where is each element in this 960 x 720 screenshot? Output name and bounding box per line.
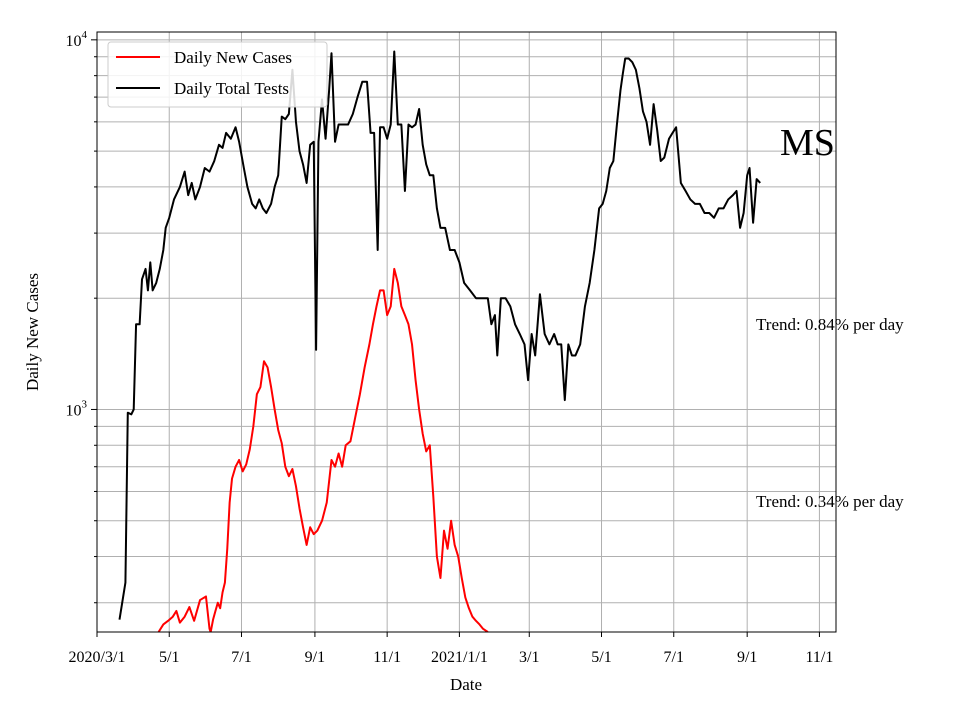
y-tick-label-0: 103 [66,398,88,419]
x-tick-label-10: 11/1 [805,649,833,666]
x-tick-label-6: 3/1 [519,649,539,666]
x-tick-label-1: 5/1 [159,649,179,666]
x-tick-label-8: 7/1 [664,649,684,666]
grid-lines [96,32,836,632]
y-axis: 103 104 [66,29,97,604]
x-tick-label-7: 5/1 [591,649,611,666]
x-tick-label-0: 2020/3/1 [69,649,126,666]
plot-area [118,50,761,632]
y-axis-title: Daily New Cases [23,273,42,391]
state-label: MS [780,122,835,164]
legend-box [107,41,328,108]
x-axis-title: Date [450,675,482,694]
legend-label-cases: Daily New Cases [174,48,292,67]
x-tick-label-5: 2021/1/1 [431,649,488,666]
x-tick-label-3: 9/1 [305,649,325,666]
x-tick-label-9: 9/1 [737,649,757,666]
trend-cases-annotation: Trend: 0.34% per day [756,492,904,511]
y-tick-label-1: 104 [66,29,88,50]
series-line-1 [157,267,489,632]
plot-frame [96,31,837,633]
series-line-0 [118,50,761,620]
x-axis: 2020/3/1 5/1 7/1 9/1 11/1 2021/1/1 3/1 5/1 7/1 9/… [69,632,833,666]
legend-label-tests: Daily Total Tests [174,79,289,98]
x-tick-label-4: 11/1 [373,649,401,666]
legend: Daily New Cases Daily Total Tests [107,41,328,108]
series-layer [118,50,761,632]
x-tick-label-2: 7/1 [231,649,251,666]
trend-tests-annotation: Trend: 0.84% per day [756,315,904,334]
